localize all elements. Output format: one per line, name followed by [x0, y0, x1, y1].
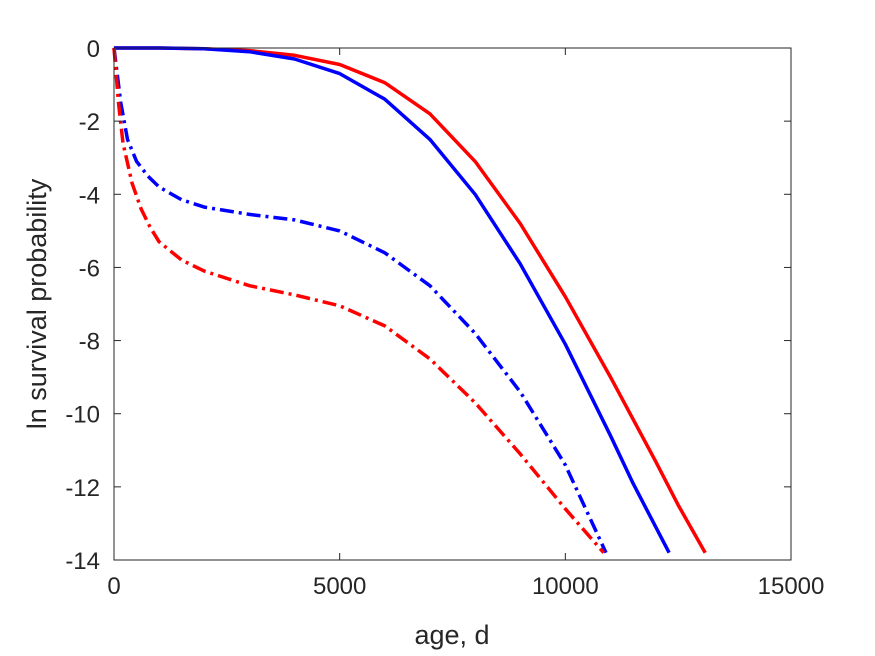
x-tick-label: 0 [107, 573, 120, 600]
y-tick-label: -10 [65, 402, 100, 429]
y-axis-label: ln survival probability [22, 178, 52, 429]
ticks-layer: 0 5000 10000 15000 0 -2 -4 -6 -8 -10 -12 -14 [65, 36, 824, 600]
plot-frame [113, 47, 792, 561]
series-line-3 [112, 47, 608, 554]
y-tick-label: -4 [79, 182, 100, 209]
x-tick-label: 10000 [532, 573, 599, 600]
y-tick-label: 0 [87, 36, 100, 63]
series-layer [112, 46, 707, 554]
series-line-2 [114, 46, 671, 554]
y-tick-label: -8 [79, 329, 100, 356]
x-tick-label: 15000 [758, 573, 825, 600]
series-line-4 [112, 47, 606, 554]
plot-area [114, 48, 791, 560]
y-tick-label: -12 [65, 475, 100, 502]
y-tick-label: -6 [79, 255, 100, 282]
y-tick-label: -2 [79, 109, 100, 136]
x-tick-label: 5000 [313, 573, 366, 600]
y-tick-label: -14 [65, 548, 100, 575]
x-axis-label: age, d [414, 620, 489, 650]
